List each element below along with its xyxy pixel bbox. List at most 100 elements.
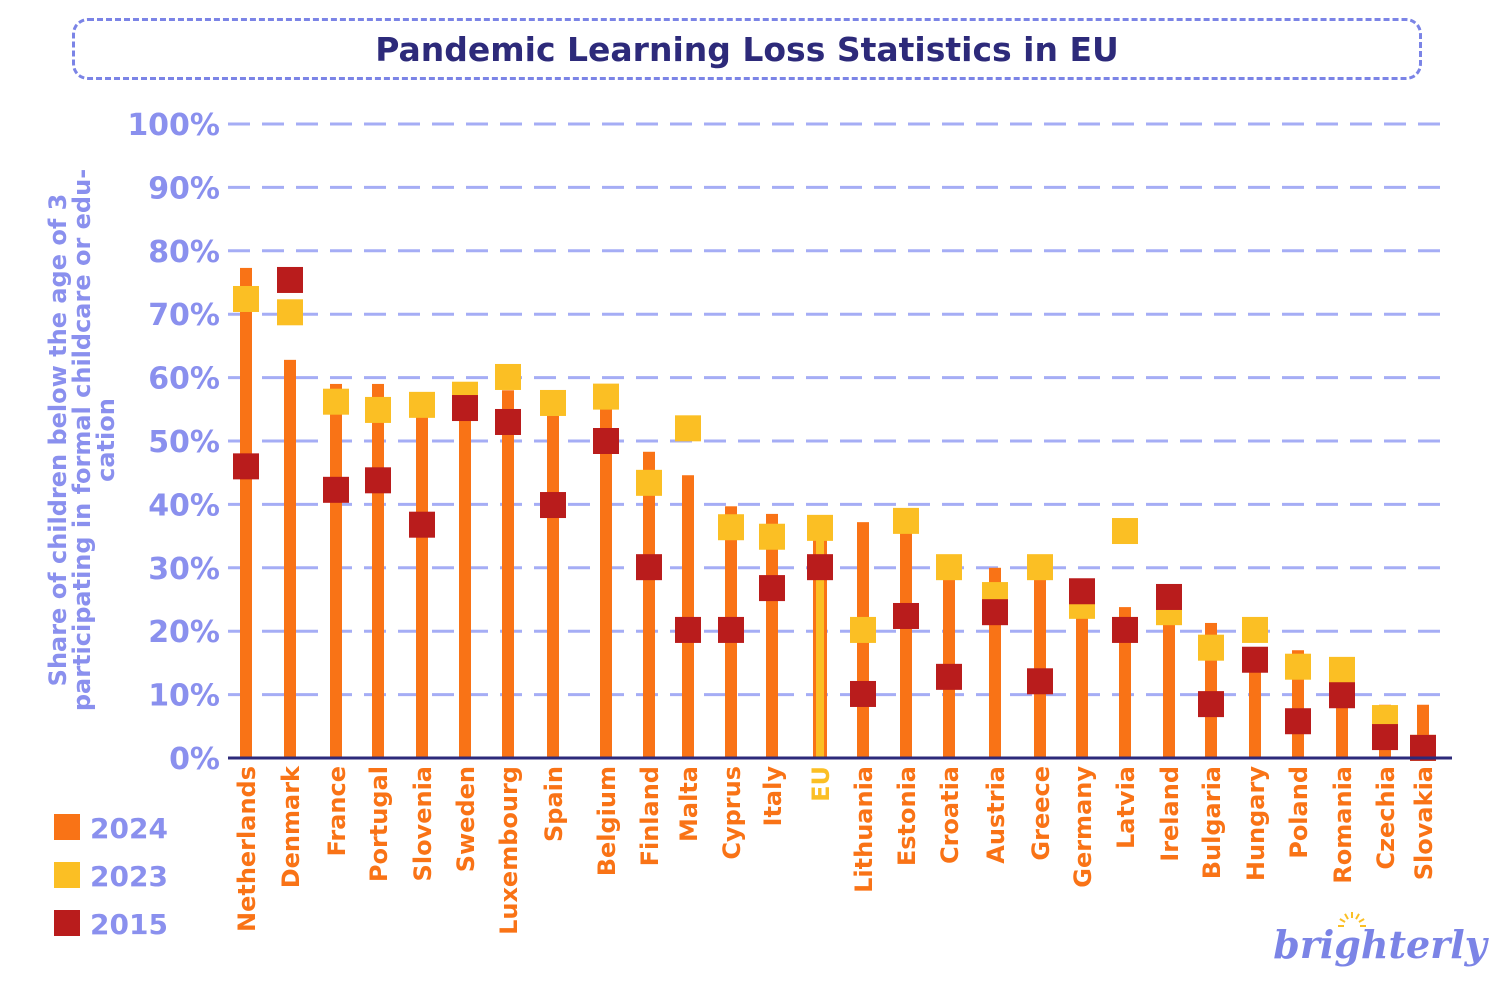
bar-2024 bbox=[284, 359, 296, 758]
marker-2015 bbox=[1329, 682, 1355, 709]
marker-2015 bbox=[718, 616, 744, 643]
y-tick-label: 80% bbox=[148, 235, 220, 270]
legend-swatch-2023 bbox=[54, 862, 80, 888]
x-tick-label: Spain bbox=[540, 766, 568, 842]
logo-sun-ray bbox=[1358, 918, 1365, 923]
marker-2015 bbox=[807, 554, 833, 581]
x-tick-label: Austria bbox=[982, 766, 1010, 864]
bar-2024 bbox=[330, 383, 342, 758]
x-tick-label: Luxembourg bbox=[495, 766, 523, 935]
y-tick-label: 100% bbox=[127, 108, 220, 143]
marker-2015 bbox=[1372, 724, 1398, 751]
marker-2015 bbox=[936, 663, 962, 690]
y-tick-label: 70% bbox=[148, 298, 220, 333]
marker-2015 bbox=[982, 599, 1008, 626]
bar-2024 bbox=[547, 415, 559, 758]
marker-2015 bbox=[1198, 691, 1224, 718]
marker-2023 bbox=[1027, 554, 1053, 581]
marker-2023 bbox=[759, 523, 785, 550]
marker-2023 bbox=[1112, 518, 1138, 545]
bar-2024 bbox=[1249, 669, 1261, 758]
x-tick-label: Czechia bbox=[1372, 766, 1400, 870]
marker-2015 bbox=[593, 428, 619, 454]
logo-sun-ray bbox=[1344, 913, 1349, 920]
y-axis-label: cation bbox=[92, 398, 120, 482]
marker-2023 bbox=[807, 514, 833, 541]
bar-2024 bbox=[1119, 607, 1131, 758]
y-tick-label: 0% bbox=[169, 742, 220, 777]
marker-2015 bbox=[1069, 578, 1095, 605]
marker-2015 bbox=[233, 453, 259, 480]
brighterly-logo: brighterly bbox=[1273, 922, 1489, 967]
marker-2023 bbox=[1242, 616, 1268, 643]
marker-2015 bbox=[409, 511, 435, 538]
x-tick-label: Lithuania bbox=[850, 766, 878, 893]
bar-2024 bbox=[372, 383, 384, 758]
x-tick-label: Italy bbox=[759, 766, 787, 827]
title-box: Pandemic Learning Loss Statistics in EU bbox=[72, 18, 1422, 80]
y-tick-label: 60% bbox=[148, 362, 220, 397]
marker-2023 bbox=[718, 514, 744, 541]
marker-2023 bbox=[936, 554, 962, 581]
bar-2024 bbox=[1163, 621, 1175, 758]
marker-2015 bbox=[452, 395, 478, 422]
marker-2023 bbox=[233, 285, 259, 312]
x-tick-label: Denmark bbox=[277, 765, 305, 888]
x-tick-label: Estonia bbox=[893, 766, 921, 866]
x-tick-label: Croatia bbox=[936, 766, 964, 864]
marker-2015 bbox=[365, 467, 391, 494]
bar-2024 bbox=[502, 390, 514, 758]
marker-2023 bbox=[593, 383, 619, 410]
bar-2024 bbox=[459, 396, 471, 758]
x-tick-label: Malta bbox=[675, 766, 703, 842]
marker-2015 bbox=[850, 680, 876, 707]
bar-2024 bbox=[682, 475, 694, 758]
marker-2015 bbox=[277, 266, 303, 293]
legend-label-2023: 2023 bbox=[90, 860, 168, 893]
legend-label-2024: 2024 bbox=[90, 812, 168, 845]
y-tick-label: 20% bbox=[148, 615, 220, 650]
marker-2023 bbox=[675, 415, 701, 442]
y-axis-label: participating in formal childcare or edu… bbox=[68, 169, 96, 711]
legend-swatch-2024 bbox=[54, 814, 80, 840]
logo-sun-ray bbox=[1355, 913, 1360, 920]
x-tick-label: Ireland bbox=[1156, 766, 1184, 862]
marker-2015 bbox=[759, 575, 785, 602]
y-tick-label: 90% bbox=[148, 171, 220, 206]
marker-2023 bbox=[636, 469, 662, 496]
marker-2015 bbox=[636, 554, 662, 581]
x-tick-label: Hungary bbox=[1242, 766, 1270, 881]
x-tick-label: Belgium bbox=[593, 766, 621, 876]
x-tick-label: Slovenia bbox=[409, 766, 437, 881]
marker-2015 bbox=[540, 492, 566, 519]
marker-2023 bbox=[1198, 634, 1224, 661]
marker-2023 bbox=[1285, 653, 1311, 680]
marker-2015 bbox=[495, 408, 521, 435]
bar-2024 bbox=[1076, 615, 1088, 758]
marker-2023 bbox=[277, 299, 303, 326]
logo-sun-ray bbox=[1339, 918, 1346, 923]
marker-2023 bbox=[409, 391, 435, 418]
bar-2024 bbox=[1034, 577, 1046, 758]
bar-2024-eu-fill bbox=[816, 523, 824, 758]
marker-2015 bbox=[1242, 646, 1268, 673]
bar-2024 bbox=[766, 513, 778, 758]
marker-2015 bbox=[1156, 583, 1182, 610]
marker-2015 bbox=[675, 616, 701, 643]
bar-2024 bbox=[600, 406, 612, 758]
x-tick-label: Netherlands bbox=[233, 766, 261, 932]
y-tick-label: 40% bbox=[148, 488, 220, 523]
x-tick-label: Latvia bbox=[1112, 766, 1140, 849]
x-tick-label: Slovakia bbox=[1410, 766, 1438, 880]
legend-label-2015: 2015 bbox=[90, 908, 168, 941]
y-tick-label: 10% bbox=[148, 679, 220, 714]
y-tick-label: 50% bbox=[148, 425, 220, 460]
marker-2023 bbox=[495, 363, 521, 390]
marker-2015 bbox=[1027, 668, 1053, 695]
marker-2023 bbox=[540, 389, 566, 416]
chart-title: Pandemic Learning Loss Statistics in EU bbox=[375, 29, 1119, 69]
marker-2015 bbox=[1285, 708, 1311, 735]
x-tick-label: Finland bbox=[636, 766, 664, 866]
marker-2015 bbox=[893, 602, 919, 629]
marker-2023 bbox=[893, 507, 919, 534]
